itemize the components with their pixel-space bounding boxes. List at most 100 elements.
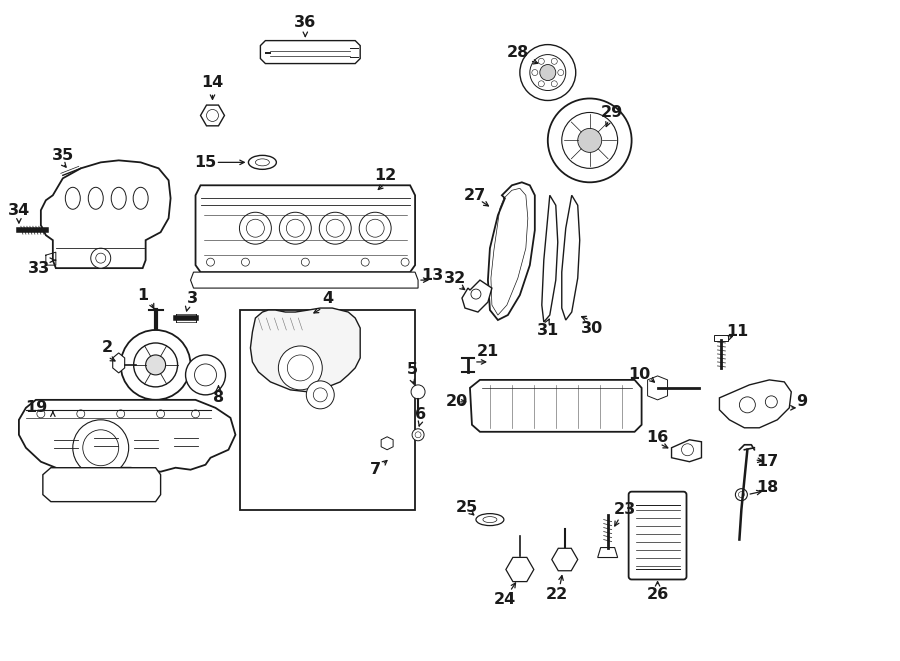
Polygon shape [506,557,534,582]
Circle shape [306,381,334,409]
Circle shape [279,212,311,244]
Polygon shape [542,195,558,322]
Polygon shape [648,376,668,400]
Polygon shape [488,182,535,320]
Circle shape [278,346,322,390]
Circle shape [681,444,694,455]
Circle shape [313,388,328,402]
Ellipse shape [476,514,504,525]
Text: 6: 6 [415,407,426,422]
Text: 35: 35 [51,148,74,163]
Text: 19: 19 [24,401,47,415]
Circle shape [538,58,544,64]
Circle shape [765,396,778,408]
Circle shape [548,98,632,182]
Circle shape [73,420,129,476]
Text: 29: 29 [600,105,623,120]
Circle shape [37,410,45,418]
Circle shape [302,258,310,266]
Text: 20: 20 [446,395,468,409]
Circle shape [287,355,313,381]
Circle shape [532,69,538,75]
Polygon shape [195,185,415,272]
Circle shape [194,364,217,386]
Circle shape [530,55,566,91]
Text: 24: 24 [494,592,516,607]
Text: 14: 14 [202,75,223,90]
Circle shape [247,219,265,237]
Text: 26: 26 [646,587,669,602]
Text: 31: 31 [536,323,559,338]
Polygon shape [260,40,360,63]
Circle shape [91,248,111,268]
Text: 17: 17 [756,454,778,469]
Text: 3: 3 [187,291,198,305]
Ellipse shape [88,187,104,210]
Text: 10: 10 [628,368,651,383]
Polygon shape [552,548,578,570]
Text: 36: 36 [294,15,317,30]
Text: 34: 34 [8,203,30,217]
Circle shape [415,432,421,438]
Polygon shape [715,335,728,341]
Circle shape [735,488,747,500]
Circle shape [146,355,166,375]
Bar [240,310,415,510]
Circle shape [578,128,602,153]
Circle shape [76,410,85,418]
Circle shape [361,258,369,266]
Text: 1: 1 [137,288,148,303]
Text: 32: 32 [444,270,466,286]
Circle shape [366,219,384,237]
Circle shape [520,44,576,100]
FancyBboxPatch shape [628,492,687,580]
Polygon shape [191,272,418,288]
Polygon shape [719,380,791,428]
Text: 21: 21 [477,344,499,360]
Circle shape [411,385,425,399]
Circle shape [95,253,105,263]
Text: 16: 16 [646,430,669,446]
Text: 9: 9 [796,395,806,409]
Ellipse shape [483,517,497,523]
Ellipse shape [248,155,276,169]
Text: 30: 30 [580,321,603,336]
Polygon shape [250,308,360,392]
Ellipse shape [133,187,148,210]
Ellipse shape [112,187,126,210]
Circle shape [206,258,214,266]
Polygon shape [381,437,393,449]
Circle shape [740,397,755,413]
Polygon shape [470,380,642,432]
Text: 13: 13 [421,268,443,283]
Circle shape [192,410,200,418]
Circle shape [83,430,119,466]
Polygon shape [562,195,580,320]
Text: 18: 18 [756,480,778,495]
Polygon shape [43,468,160,502]
Text: 33: 33 [28,260,50,276]
Text: 27: 27 [464,188,486,203]
Text: 15: 15 [194,155,217,170]
Text: 22: 22 [545,587,568,602]
Circle shape [157,410,165,418]
Circle shape [552,81,557,87]
Text: 4: 4 [323,291,334,305]
Text: 5: 5 [407,362,418,377]
Circle shape [185,355,226,395]
Text: 23: 23 [614,502,635,517]
Text: 12: 12 [374,168,396,183]
Circle shape [327,219,344,237]
Polygon shape [598,547,617,557]
Text: 28: 28 [507,45,529,60]
Circle shape [540,65,556,81]
Polygon shape [112,353,125,373]
Text: 25: 25 [455,500,478,515]
Circle shape [286,219,304,237]
Circle shape [562,112,617,169]
Circle shape [117,410,125,418]
Text: 7: 7 [370,462,381,477]
Circle shape [738,492,744,498]
Polygon shape [671,440,701,462]
Circle shape [241,258,249,266]
